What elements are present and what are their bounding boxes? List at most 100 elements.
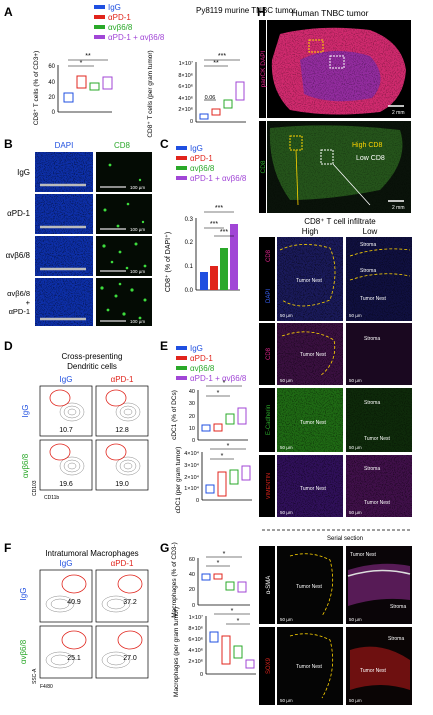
row-label: IgG bbox=[21, 405, 30, 418]
scale-bar-label: 50 µm bbox=[349, 378, 362, 383]
low-roi-box bbox=[329, 55, 345, 69]
row-label: IgG bbox=[19, 588, 28, 601]
side-label: panCK DAPI bbox=[260, 50, 267, 87]
marker-row-ecadherin: E-Cadherin Tumor Nest Stroma Tumor Nest … bbox=[259, 388, 412, 452]
gate-percentage: 19.0 bbox=[115, 481, 129, 488]
y-axis-label: CD8⁺ (% of DAPI⁺) bbox=[165, 232, 172, 292]
panel-b: B DAPI CD8 100 µm 100 µm 100 µm bbox=[4, 137, 152, 326]
scale-bar-label: 50 µm bbox=[280, 698, 293, 703]
significance: *** bbox=[210, 221, 218, 228]
y-axis-label: Macrophages (per gram tumor) bbox=[173, 607, 180, 697]
tick-label: 1×10⁷ bbox=[179, 60, 193, 67]
scale-bar-label: 100 µm bbox=[130, 269, 145, 274]
svg-text:+: + bbox=[26, 298, 31, 307]
flow-plot bbox=[95, 625, 149, 679]
tick-label: 20 bbox=[48, 95, 55, 101]
significance: * bbox=[217, 560, 220, 567]
stroma-label: Stroma bbox=[388, 636, 404, 642]
column-label: IgG bbox=[60, 375, 73, 384]
tick-label: 4×10⁶ bbox=[178, 95, 193, 102]
panel-title: Intratumoral Macrophages bbox=[45, 549, 138, 558]
scale-bar-label: 100 µm bbox=[130, 319, 145, 324]
y-axis-label: Macrophages (% of CD3-) bbox=[171, 542, 178, 618]
significance: * bbox=[227, 443, 230, 450]
legend-swatch bbox=[94, 35, 105, 39]
bar-avb68 bbox=[220, 248, 228, 290]
tick-label: 4×10⁶ bbox=[188, 647, 203, 654]
bar-igg bbox=[200, 272, 208, 290]
y-axis-label: SSC-A bbox=[32, 668, 38, 684]
tick-label: 3×10⁴ bbox=[184, 462, 199, 469]
tick-label: 0 bbox=[192, 603, 195, 609]
panel-title: Cross-presenting bbox=[62, 352, 123, 361]
stroma-label: Stroma bbox=[364, 336, 380, 342]
tick-label: 0 bbox=[192, 438, 195, 444]
scale-bar-label: 50 µm bbox=[280, 510, 293, 515]
tick-label: 0 bbox=[196, 498, 199, 504]
column-label: αPD-1 bbox=[111, 375, 134, 384]
legend-label: αPD-1 bbox=[190, 354, 213, 363]
cd8-image bbox=[96, 236, 152, 276]
tick-label: 6×10⁶ bbox=[188, 636, 203, 643]
tumor-nest-label: Tumor Nest bbox=[364, 500, 391, 506]
panel-g: G Macrophages (% of CD3-) 60 40 20 0 * *… bbox=[160, 541, 256, 697]
row-label: IgG bbox=[17, 168, 30, 177]
scale-bar-label: 50 µm bbox=[349, 617, 362, 622]
legend-label: αvβ6/8 bbox=[190, 164, 215, 173]
column-label: Low bbox=[363, 227, 378, 236]
tick-label: 0.3 bbox=[185, 217, 194, 223]
significance: * bbox=[231, 608, 234, 615]
tumor-nest-label: Tumor Nest bbox=[300, 420, 327, 426]
box-avb68 bbox=[89, 82, 100, 91]
row-label: αPD-1 bbox=[7, 209, 30, 218]
gate-percentage: 19.6 bbox=[59, 481, 73, 488]
stroma-label: Stroma bbox=[364, 466, 380, 472]
legend-label: αPD-1 bbox=[108, 13, 131, 22]
tick-label: 20 bbox=[189, 587, 195, 593]
legend-label: αPD-1 bbox=[190, 154, 213, 163]
marker-label: SOX9 bbox=[266, 657, 272, 674]
column-label: αPD-1 bbox=[111, 559, 134, 568]
panel-letter: F bbox=[4, 541, 11, 555]
marker-label: E-Cadherin bbox=[266, 405, 272, 435]
tick-label: 0 bbox=[52, 110, 56, 116]
treatment-legend: IgG αPD-1 αvβ6/8 αPD-1 + αvβ6/8 bbox=[176, 144, 247, 183]
tick-label: 2×10⁴ bbox=[184, 474, 199, 481]
legend-label: IgG bbox=[108, 3, 121, 12]
stroma-label: Stroma bbox=[390, 604, 406, 610]
tumor-nest-label: Tumor Nest bbox=[296, 278, 323, 284]
legend-swatch bbox=[94, 5, 105, 9]
gate-percentage: 27.0 bbox=[123, 655, 137, 662]
cd8-image bbox=[96, 194, 152, 234]
panel-h: H Human TNBC tumor 2 mm panCK DAPI High … bbox=[257, 5, 412, 705]
panel-title: Human TNBC tumor bbox=[292, 8, 369, 18]
y-axis-label: CD8⁺ T cells (% of CD3+) bbox=[33, 51, 40, 126]
tumor-nest-label: Tumor Nest bbox=[296, 584, 323, 590]
x-axis-label: CD11b bbox=[44, 495, 59, 501]
high-cd8-label: High CD8 bbox=[352, 142, 382, 149]
marker-row-vimentin: VIMENTIN Tumor Nest Stroma Tumor Nest 50… bbox=[259, 455, 412, 517]
tick-label: 0 bbox=[200, 672, 203, 678]
y-axis-label: cDC1 (% of DCs) bbox=[171, 390, 178, 440]
marker-row-cd8: CD8 Tumor Nest Stroma 50 µm 50 µm bbox=[259, 323, 412, 385]
panel-f: F Intratumoral Macrophages IgG αPD-1 IgG… bbox=[4, 541, 149, 690]
tick-label: 0 bbox=[190, 119, 193, 125]
tumor-nest-label: Tumor Nest bbox=[296, 664, 323, 670]
gate-percentage: 12.8 bbox=[115, 427, 129, 434]
panel-e: E IgG αPD-1 αvβ6/8 αPD-1 + αvβ6/8 cDC1 (… bbox=[160, 339, 252, 513]
panel-letter: E bbox=[160, 339, 168, 353]
tumor-nest-label: Tumor Nest bbox=[300, 486, 327, 492]
bar-apd1 bbox=[210, 266, 218, 290]
stroma-label: Stroma bbox=[360, 242, 376, 248]
section-title: CD8⁺ T cell infiltrate bbox=[304, 217, 376, 226]
scale-bar-label: 2 mm bbox=[392, 110, 405, 116]
tick-label: 0.0 bbox=[185, 288, 194, 294]
flow-plot bbox=[39, 385, 93, 437]
flow-plot bbox=[95, 569, 149, 623]
panel-letter: B bbox=[4, 137, 13, 151]
tick-label: 60 bbox=[48, 64, 55, 70]
y-axis-label: CD8⁺ T cells (per gram tumor) bbox=[147, 50, 154, 137]
column-label: High bbox=[302, 227, 318, 236]
panel-title: Dendritic cells bbox=[67, 362, 117, 371]
scale-bar-label: 100 µm bbox=[130, 227, 145, 232]
